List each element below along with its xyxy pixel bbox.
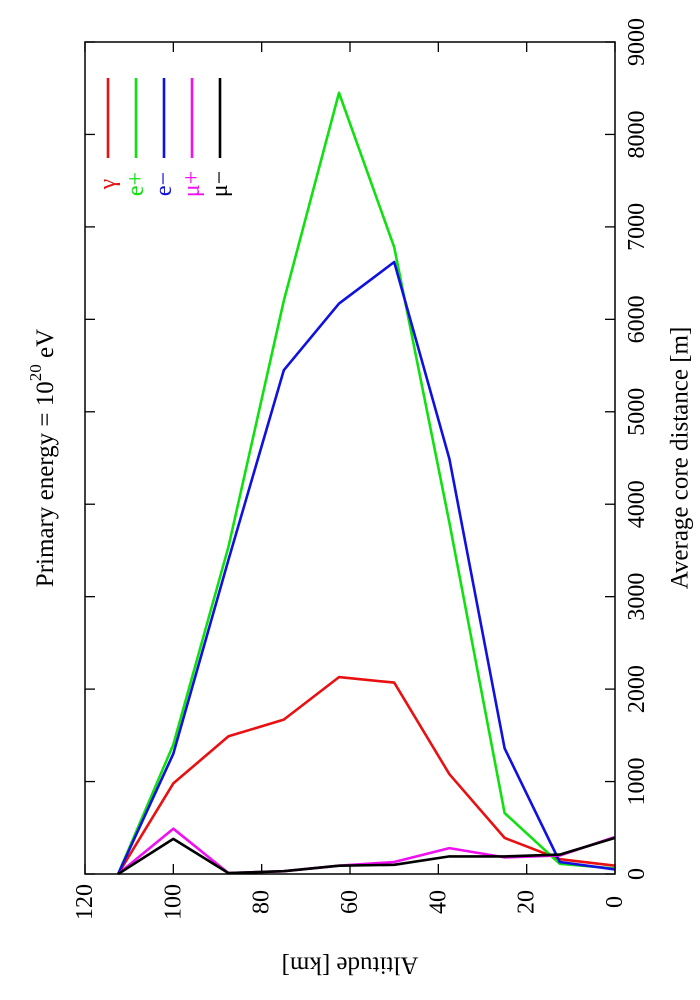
x-tick-label: 5000: [624, 388, 650, 436]
tick-labels: 0 1000 2000 3000 4000 5000 6000 7000 8000 9000 0 20…: [72, 18, 650, 920]
legend-label-4: μ−: [207, 171, 233, 197]
legend-label-3: μ+: [179, 171, 205, 197]
x-tick-label: 2000: [624, 665, 650, 713]
chart-title-superscript: 20: [26, 364, 45, 381]
plot-frame: [84, 41, 616, 875]
y-tick-label: 20: [514, 890, 540, 914]
x-tick-label: 0: [624, 868, 650, 880]
legend: γ e+ e− μ+ μ−: [95, 78, 233, 197]
x-tick-label: 9000: [624, 18, 650, 66]
series-line-0: [116, 675, 616, 875]
y-tick-label: 120: [72, 884, 98, 920]
series-line-2: [116, 260, 616, 875]
x-tick-label: 8000: [624, 110, 650, 158]
y-axis-label: Altitude [km]: [282, 952, 419, 979]
series-line-4: [117, 836, 616, 876]
series-line-1: [116, 91, 616, 875]
legend-label-2: e−: [151, 172, 177, 196]
series-layer: [116, 91, 616, 876]
y-tick-label: 40: [425, 890, 451, 914]
legend-label-1: e+: [123, 172, 149, 196]
chart-title-suffix: eV: [32, 329, 59, 364]
axis-ticks: [84, 41, 616, 875]
x-tick-label: 6000: [624, 295, 650, 343]
x-tick-label: 1000: [624, 758, 650, 806]
x-tick-label: 3000: [624, 573, 650, 621]
legend-label-0: γ: [95, 178, 121, 190]
chart-title: Primary energy = 1020 eV: [26, 329, 59, 587]
y-tick-label: 100: [160, 884, 186, 920]
y-tick-label: 80: [249, 890, 275, 914]
y-tick-label: 60: [337, 890, 363, 914]
chart-title-main: Primary energy = 10: [32, 381, 59, 587]
x-tick-label: 4000: [624, 480, 650, 528]
y-tick-label: 0: [602, 896, 628, 908]
x-tick-label: 7000: [624, 203, 650, 251]
x-axis-label: Average core distance [m]: [667, 327, 694, 590]
